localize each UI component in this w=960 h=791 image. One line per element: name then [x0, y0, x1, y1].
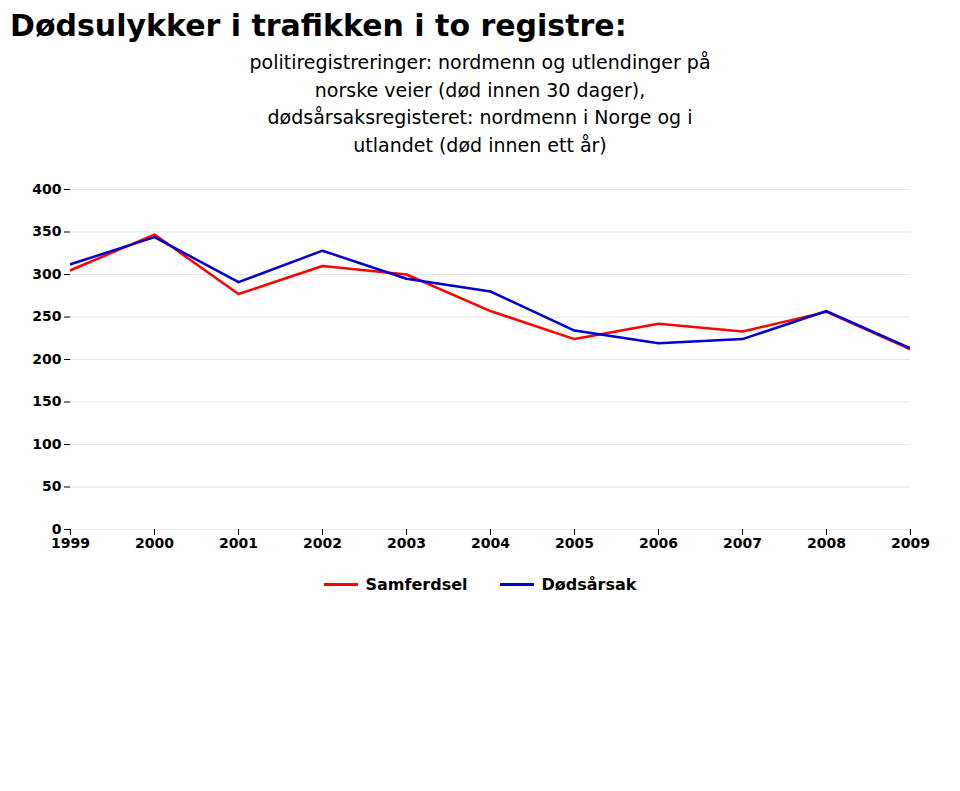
- svg-text:200: 200: [32, 351, 61, 367]
- html-text:Samferdsel: Samferdsel: [365, 575, 468, 595]
- svg-text:400: 400: [32, 181, 61, 197]
- svg-text:250: 250: [32, 309, 61, 325]
- html-text:utlandet (død innen ett år): utlandet (død innen ett år): [353, 133, 607, 156]
- svg-text:2007: 2007: [723, 536, 762, 552]
- html-text:Dødsulykker i trafikken i to r: Dødsulykker i trafikken i to registre:: [10, 8, 627, 43]
- svg-text:2006: 2006: [639, 536, 678, 552]
- svg-text:2009: 2009: [891, 536, 930, 552]
- svg-text:2008: 2008: [807, 536, 846, 552]
- html-text:politiregistreringer: nordmenn: politiregistreringer: nordmenn og utlend…: [249, 51, 711, 73]
- svg-text:2003: 2003: [387, 536, 426, 552]
- svg-text:350: 350: [32, 224, 61, 240]
- svg-text:100: 100: [32, 436, 61, 452]
- svg-text:2000: 2000: [135, 536, 174, 552]
- html-text:norske veier (død innen 30 dag: norske veier (død innen 30 dager),: [314, 78, 646, 101]
- svg-text:2001: 2001: [219, 536, 258, 552]
- svg-text:2004: 2004: [471, 536, 510, 552]
- svg-text:2005: 2005: [555, 536, 594, 552]
- svg-text:50: 50: [42, 479, 62, 495]
- svg-text:300: 300: [32, 266, 61, 282]
- svg-text:1999: 1999: [51, 536, 90, 552]
- html-text:dødsårsaksregisteret: nordmenn: dødsårsaksregisteret: nordmenn i Norge o…: [267, 106, 693, 129]
- svg-text:2002: 2002: [303, 536, 342, 552]
- html-text:Dødsårsak: Dødsårsak: [541, 575, 637, 595]
- svg-text:0: 0: [51, 521, 62, 538]
- svg-text:150: 150: [32, 394, 61, 410]
